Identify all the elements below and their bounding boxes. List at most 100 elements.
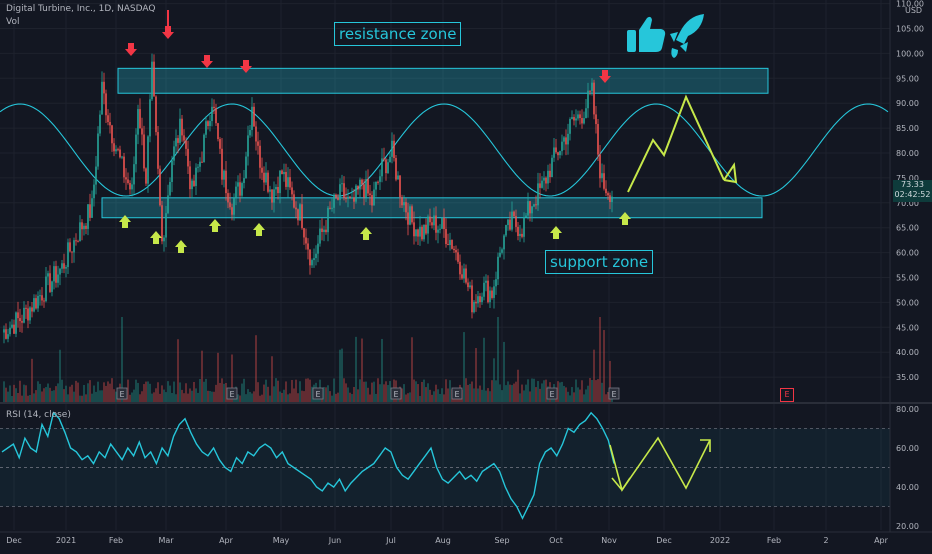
candle-body: [587, 90, 589, 109]
candle-body: [569, 118, 571, 134]
candle-body: [39, 295, 41, 297]
candle-body: [77, 241, 79, 243]
volume-bar: [5, 387, 7, 402]
volume-bar: [323, 386, 325, 402]
candle-body: [427, 216, 429, 234]
candle-body: [99, 114, 101, 134]
volume-bar: [305, 378, 307, 402]
volume-bar: [301, 390, 303, 402]
candle-body: [437, 229, 439, 233]
candle-body: [69, 242, 71, 252]
volume-bar: [533, 378, 535, 402]
candle-body: [203, 134, 205, 163]
price-tick-label: 55.00: [896, 274, 919, 283]
candle-body: [339, 184, 341, 200]
volume-bar: [167, 381, 169, 402]
volume-bar: [157, 382, 159, 402]
volume-bar: [85, 394, 87, 402]
volume-bar: [143, 384, 145, 402]
candle-body: [275, 186, 277, 190]
candle-body: [211, 106, 213, 122]
volume-bar: [223, 383, 225, 402]
candle-body: [415, 229, 417, 237]
candle-body: [563, 137, 565, 142]
candle-body: [451, 240, 453, 249]
volume-bar: [579, 389, 581, 402]
candle-body: [435, 215, 437, 233]
earnings-marker: [608, 387, 620, 400]
volume-bar: [469, 383, 471, 402]
price-tick-label: 45.00: [896, 323, 919, 332]
candle-body: [607, 193, 609, 196]
volume-bar: [347, 387, 349, 402]
price-tick-label: 85.00: [896, 124, 919, 133]
volume-bar: [279, 391, 281, 402]
candle-body: [175, 138, 177, 147]
volume-bar: [139, 394, 141, 402]
volume-bar: [501, 390, 503, 402]
candle-body: [457, 252, 459, 262]
volume-bar: [403, 384, 405, 402]
volume-bar: [449, 380, 451, 402]
volume-bar: [337, 392, 339, 402]
candle-body: [355, 185, 357, 202]
candle-body: [19, 318, 21, 322]
candle-body: [213, 106, 215, 109]
candle-body: [439, 228, 441, 230]
candle-body: [85, 225, 87, 229]
candle-body: [181, 118, 183, 136]
candle-body: [245, 156, 247, 179]
volume-bar: [187, 393, 189, 402]
volume-bar: [39, 383, 41, 402]
candle-body: [351, 197, 353, 199]
earnings-marker: [116, 387, 128, 400]
candle-body: [321, 228, 323, 232]
candle-body: [241, 183, 243, 196]
earnings-marker-next[interactable]: E: [780, 388, 794, 402]
candle-body: [251, 106, 253, 130]
support-zone-label: support zone: [545, 250, 654, 274]
volume-bar: [179, 382, 181, 402]
candle-body: [385, 159, 387, 174]
volume-bar: [151, 393, 153, 402]
candle-body: [5, 329, 7, 339]
candle-body: [545, 177, 547, 184]
earnings-marker-letter: E: [611, 390, 616, 399]
candle-body: [201, 161, 203, 163]
candle-body: [225, 170, 227, 194]
candle-body: [447, 244, 449, 246]
candle-body: [401, 197, 403, 206]
candle-body: [575, 118, 577, 121]
volume-bar: [95, 391, 97, 402]
candle-body: [595, 114, 597, 125]
volume-bar: [607, 391, 609, 402]
time-tick-label: 2021: [56, 536, 76, 545]
volume-bar: [77, 382, 79, 402]
rsi-tick-label: 40.00: [896, 483, 919, 492]
volume-bar: [287, 394, 289, 402]
volume-bar: [147, 381, 149, 402]
volume-bar: [565, 387, 567, 402]
price-tick-label: 65.00: [896, 224, 919, 233]
volume-bar: [377, 378, 379, 402]
volume-bar: [359, 379, 361, 402]
volume-bar: [295, 379, 297, 402]
candle-body: [13, 324, 15, 334]
candle-body: [409, 206, 411, 225]
volume-bar: [435, 384, 437, 402]
candle-body: [71, 251, 73, 253]
candle-body: [263, 172, 265, 183]
candle-body: [567, 133, 569, 145]
volume-bar: [601, 382, 603, 402]
candle-body: [229, 202, 231, 208]
volume-bar: [29, 394, 31, 402]
candle-body: [299, 204, 301, 221]
volume-bar: [523, 390, 525, 402]
volume-bar: [23, 384, 25, 402]
candle-body: [197, 166, 199, 168]
volume-bar: [581, 380, 583, 402]
earnings-marker-letter: E: [549, 390, 554, 399]
volume-bar: [339, 349, 341, 402]
